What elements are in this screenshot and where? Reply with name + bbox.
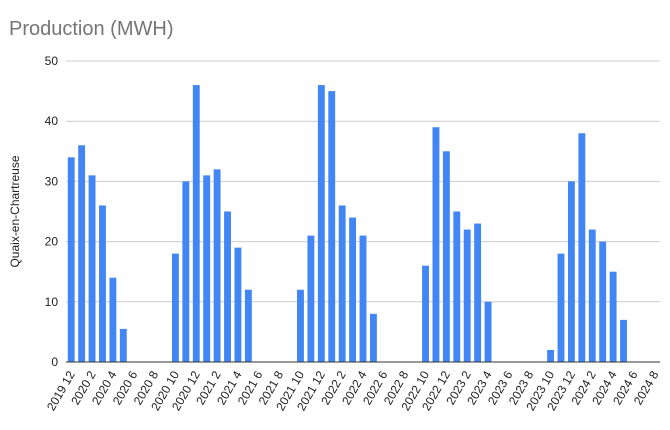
bar xyxy=(192,85,200,362)
y-tick-label: 40 xyxy=(45,114,59,128)
chart-title: Production (MWH) xyxy=(9,18,174,40)
bar xyxy=(234,247,242,362)
bar xyxy=(99,205,106,362)
y-tick-label: 30 xyxy=(45,174,59,188)
bar xyxy=(244,289,252,362)
y-axis-label: Quaix-en-Chartreuse xyxy=(8,155,22,267)
bar xyxy=(338,205,346,362)
bar xyxy=(484,301,492,362)
bar xyxy=(171,253,179,362)
bar xyxy=(442,151,450,362)
bar xyxy=(67,157,75,362)
y-tick-label: 20 xyxy=(45,235,59,249)
bar xyxy=(422,265,429,362)
bar xyxy=(297,289,304,362)
bar xyxy=(609,271,617,362)
bar xyxy=(453,211,461,362)
bar xyxy=(620,319,627,362)
bar xyxy=(119,328,127,362)
bar xyxy=(369,313,377,362)
bar xyxy=(567,181,575,362)
bar xyxy=(78,145,86,362)
y-tick-label: 50 xyxy=(45,54,59,68)
bar xyxy=(547,349,555,362)
bar xyxy=(349,217,357,362)
y-tick-label: 0 xyxy=(51,355,58,369)
bar xyxy=(224,211,231,362)
bar xyxy=(328,91,336,362)
bar xyxy=(203,175,211,362)
bar xyxy=(578,133,586,362)
bar xyxy=(474,223,482,362)
bar xyxy=(359,235,367,362)
bar xyxy=(588,229,596,362)
bar xyxy=(109,277,117,362)
bar xyxy=(213,169,221,362)
bar xyxy=(182,181,190,362)
bar xyxy=(463,229,471,362)
bar xyxy=(432,127,440,362)
bar xyxy=(557,253,565,362)
bar xyxy=(317,85,325,362)
y-tick-label: 10 xyxy=(45,295,59,309)
bar xyxy=(307,235,315,362)
bar xyxy=(88,175,96,362)
bar xyxy=(599,241,607,362)
